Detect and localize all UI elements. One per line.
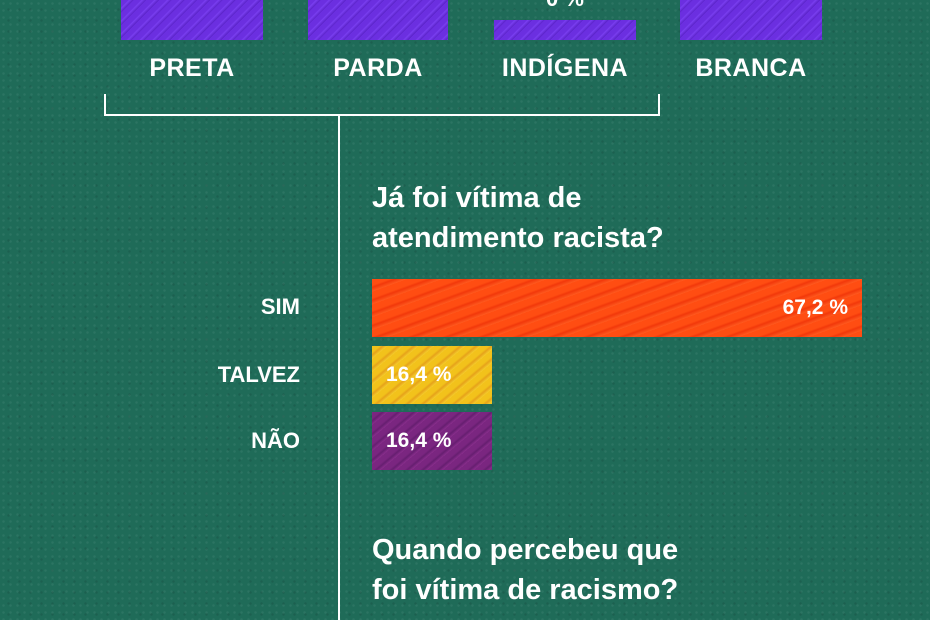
question-1-line-2: atendimento racista? [372, 222, 664, 254]
bracket-right [658, 94, 660, 116]
category-label-preta: PRETA [149, 54, 235, 82]
bar-preta [121, 0, 263, 40]
question-1-line-1: Já foi vítima de [372, 182, 582, 214]
row-label-talvez: TALVEZ [217, 362, 300, 387]
bar-sim: 67,2 % [372, 279, 862, 337]
category-label-indigena: INDÍGENA [501, 54, 629, 82]
value-label-indigena: 0 % [485, 0, 645, 12]
value-label-nao: 16,4 % [386, 429, 452, 452]
bar-parda [308, 0, 448, 40]
bar-nao: 16,4 % [372, 412, 492, 470]
bar-talvez: 16,4 % [372, 346, 492, 404]
bar-indigena [494, 20, 636, 40]
connector-line [338, 114, 340, 620]
question-2-line-1: Quando percebeu que [372, 534, 679, 566]
value-label-talvez: 16,4 % [386, 363, 452, 386]
category-label-branca: BRANCA [695, 54, 807, 82]
category-label-parda: PARDA [333, 54, 423, 82]
bracket-left [104, 94, 106, 116]
value-label-sim: 67,2 % [782, 296, 848, 319]
row-label-sim: SIM [260, 294, 300, 319]
question-title-1: Já foi vítima de atendimento racista? [372, 178, 664, 258]
question-2-line-2: foi vítima de racismo? [372, 574, 679, 606]
question-title-2: Quando percebeu que foi vítima de racism… [372, 530, 678, 610]
bar-branca [680, 0, 822, 40]
row-label-nao: NÃO [251, 428, 300, 453]
bracket-horizontal [104, 114, 660, 116]
